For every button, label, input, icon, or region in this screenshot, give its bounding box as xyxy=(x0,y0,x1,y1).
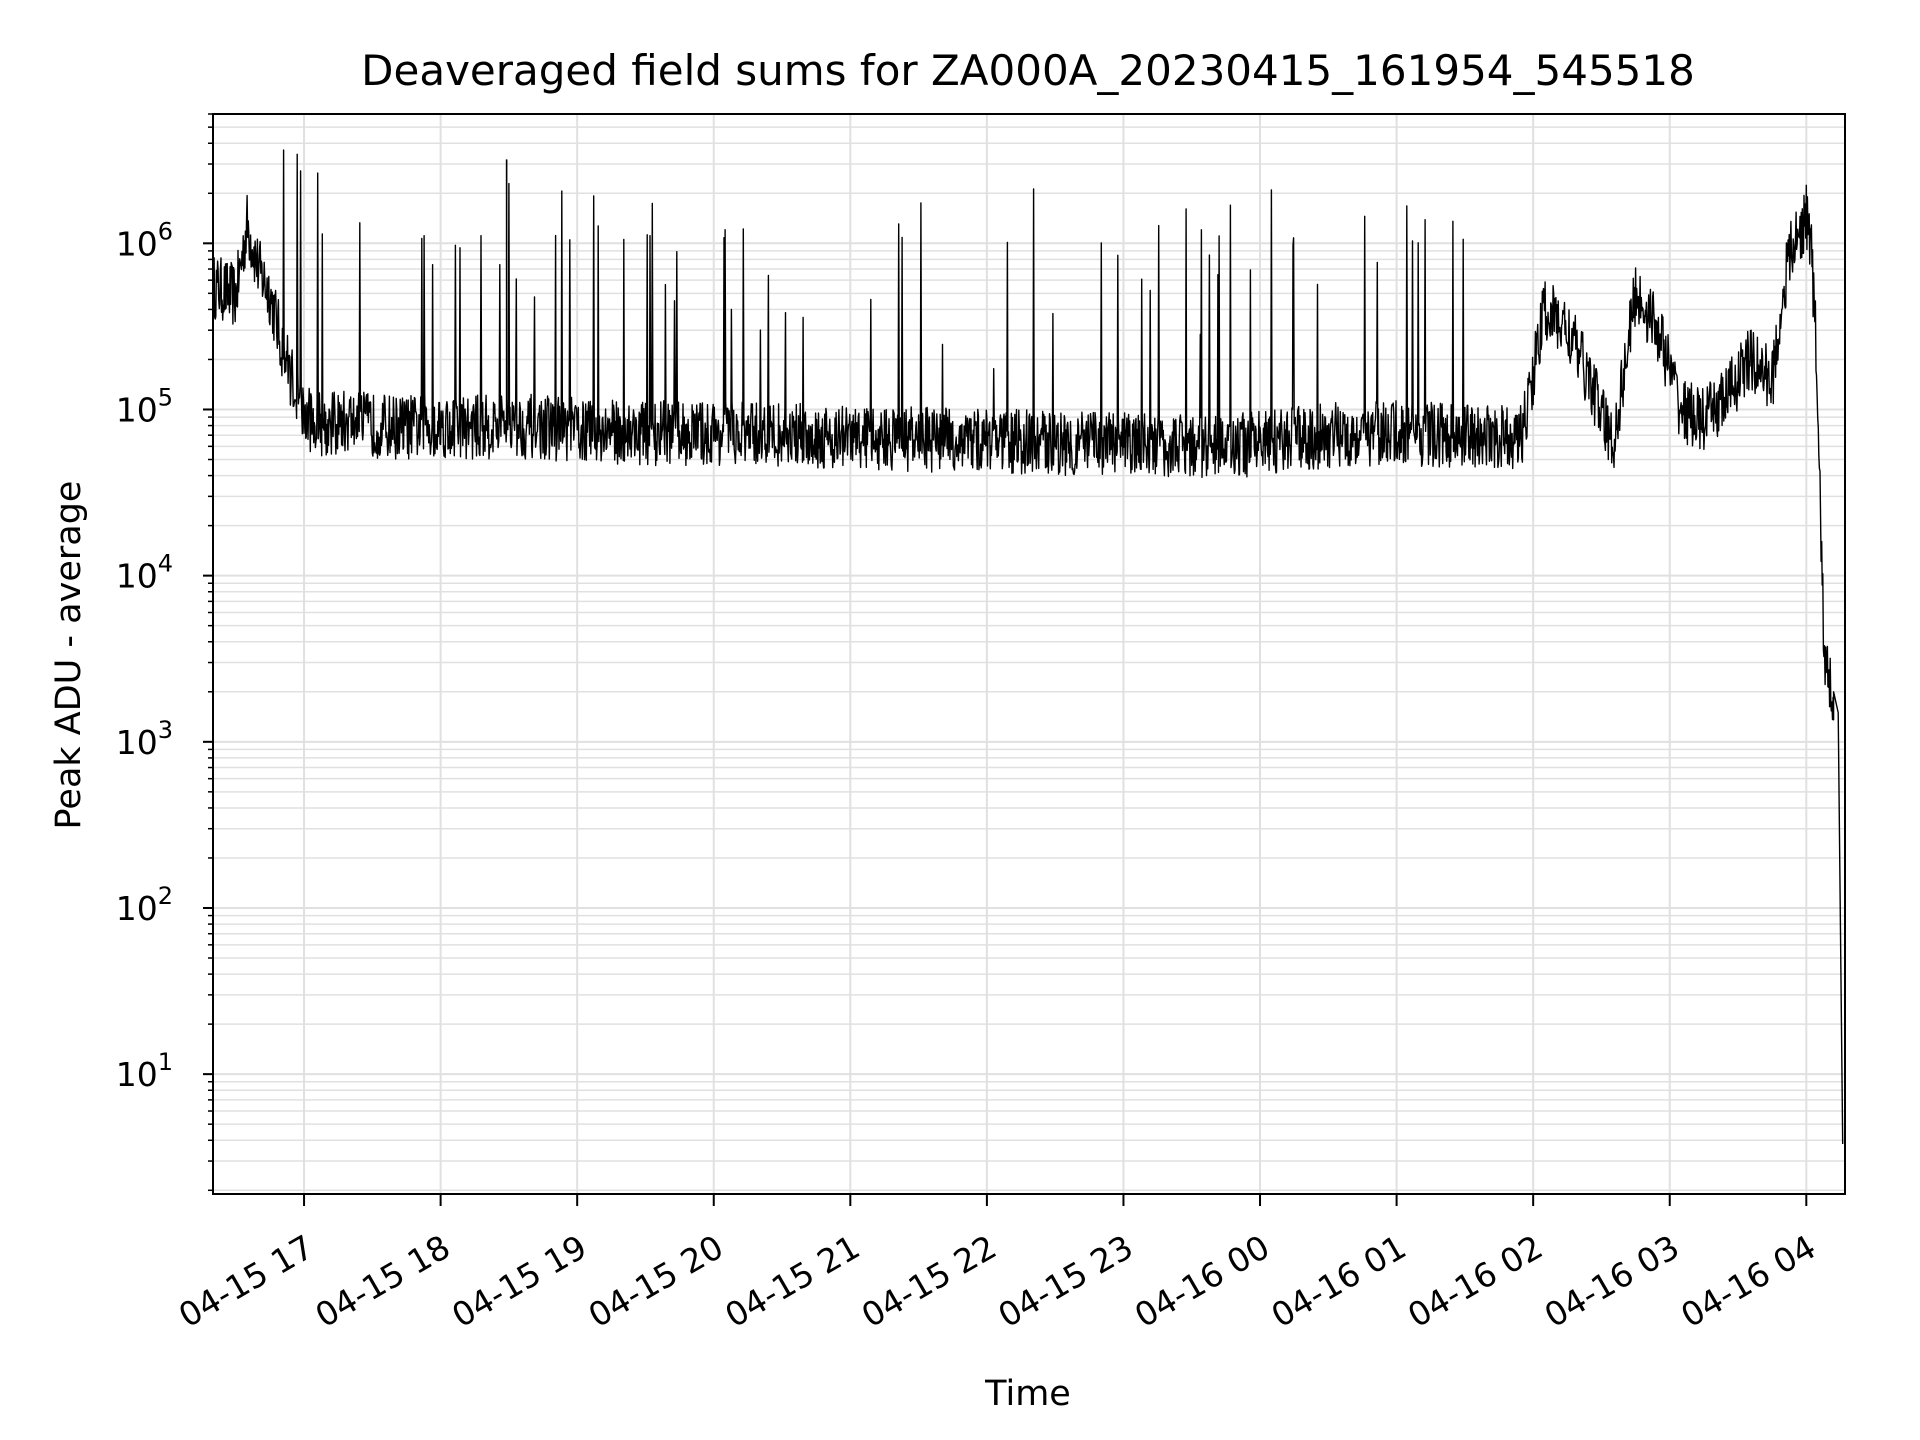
x-tick-label: 04-15 17 xyxy=(172,1227,320,1335)
grid xyxy=(213,113,1845,1194)
series-layer xyxy=(213,149,1844,1145)
y-tick-label: 104 xyxy=(116,550,173,596)
x-tick-label: 04-16 00 xyxy=(1128,1227,1276,1335)
y-tick-base: 10 xyxy=(116,557,158,596)
x-tick-label: 04-16 03 xyxy=(1538,1227,1686,1335)
x-tick-label: 04-15 22 xyxy=(855,1227,1003,1335)
y-tick-base: 10 xyxy=(116,889,158,928)
x-axis-title: Time xyxy=(984,1374,1071,1414)
y-tick-base: 10 xyxy=(116,390,158,429)
x-tick-label: 04-16 02 xyxy=(1401,1227,1549,1335)
x-tick-label: 04-15 18 xyxy=(309,1227,457,1335)
y-tick-base: 10 xyxy=(116,224,158,263)
series-line xyxy=(213,149,1844,1145)
y-tick-base: 10 xyxy=(116,1055,158,1094)
y-tick-exponent: 2 xyxy=(158,882,173,910)
y-tick-label: 102 xyxy=(116,882,173,928)
y-tick-label: 103 xyxy=(116,716,173,762)
y-tick-exponent: 3 xyxy=(158,716,173,744)
y-axis-title: Peak ADU - average xyxy=(49,481,89,830)
x-tick-label: 04-15 19 xyxy=(445,1227,593,1335)
x-tick-label: 04-15 20 xyxy=(582,1227,730,1335)
plot-frame xyxy=(212,113,1846,1195)
x-tick-label: 04-15 21 xyxy=(718,1227,866,1335)
y-tick-exponent: 5 xyxy=(158,383,173,411)
chart-title: Deaveraged field sums for ZA000A_2023041… xyxy=(361,46,1695,95)
x-tick-label: 04-16 04 xyxy=(1674,1227,1822,1335)
y-tick-exponent: 6 xyxy=(158,217,173,245)
y-tick-label: 105 xyxy=(116,383,173,429)
y-tick-exponent: 4 xyxy=(158,550,173,578)
y-tick-base: 10 xyxy=(116,723,158,762)
y-tick-exponent: 1 xyxy=(158,1048,173,1076)
y-tick-label: 106 xyxy=(116,217,173,263)
x-tick-label: 04-16 01 xyxy=(1265,1227,1413,1335)
x-tick-label: 04-15 23 xyxy=(991,1227,1139,1335)
y-tick-label: 101 xyxy=(116,1048,173,1094)
